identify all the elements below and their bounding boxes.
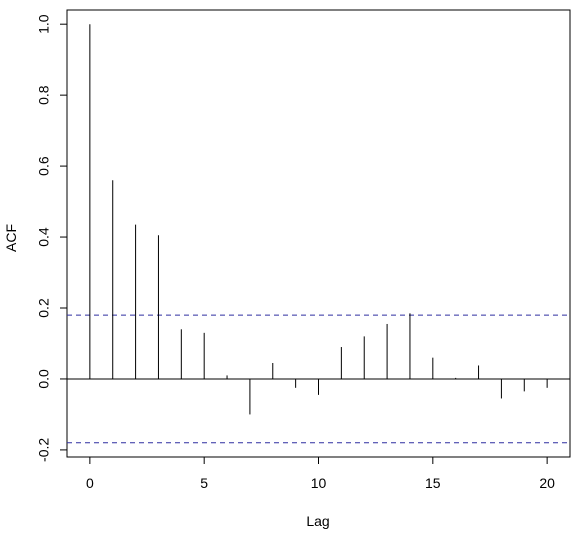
y-tick-label: 0.8	[36, 85, 52, 105]
y-tick-label: 0.4	[36, 227, 52, 247]
y-tick-label: -0.2	[36, 438, 52, 462]
acf-spikes	[89, 24, 548, 415]
x-tick-label: 5	[200, 475, 208, 491]
x-axis: 0 5 10 15 20	[86, 457, 555, 491]
x-tick-label: 10	[311, 475, 327, 491]
x-tick-label: 15	[425, 475, 441, 491]
y-tick-label: 0.6	[36, 156, 52, 176]
x-axis-label: Lag	[306, 513, 329, 529]
y-tick-label: 0.0	[36, 369, 52, 389]
x-tick-label: 0	[86, 475, 94, 491]
x-tick-label: 20	[539, 475, 555, 491]
y-axis: -0.2 0.0 0.2 0.4 0.6 0.8 1.0	[36, 14, 67, 462]
y-axis-label: ACF	[3, 224, 19, 252]
y-tick-label: 1.0	[36, 14, 52, 34]
y-tick-label: 0.2	[36, 298, 52, 318]
